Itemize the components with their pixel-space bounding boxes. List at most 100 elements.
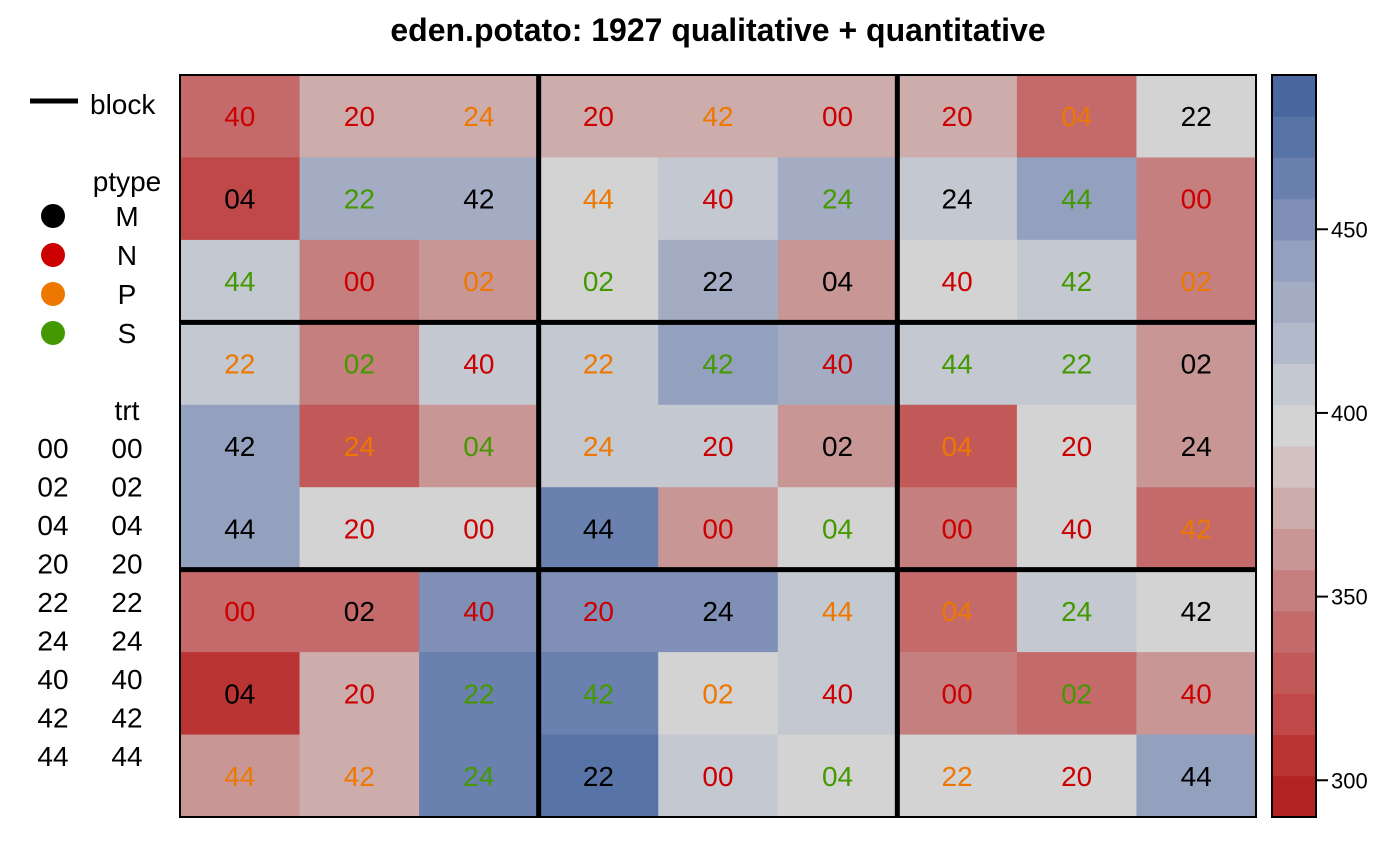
cell-label: 44 xyxy=(583,184,614,215)
cell-label: 04 xyxy=(1061,101,1092,132)
colorbar-bin xyxy=(1272,239,1316,282)
heatmap-cell xyxy=(180,487,301,571)
cell-label: 04 xyxy=(822,761,853,792)
cell-label: 02 xyxy=(344,596,375,627)
cell-label: 24 xyxy=(702,596,733,627)
heatmap-cell xyxy=(419,75,540,158)
cell-label: 44 xyxy=(224,266,255,297)
heatmap-cell xyxy=(897,75,1018,158)
heatmap-cell xyxy=(180,239,301,323)
cell-label: 44 xyxy=(1061,184,1092,215)
block-legend-label: block xyxy=(90,89,156,120)
heatmap-cell xyxy=(1136,569,1257,653)
cell-label: 44 xyxy=(942,349,973,380)
colorbar-bin xyxy=(1272,116,1316,158)
heatmap-cell xyxy=(299,569,420,653)
cell-label: 24 xyxy=(942,184,973,215)
colorbar-frame xyxy=(1271,74,1317,818)
cell-label: 02 xyxy=(1181,266,1212,297)
heatmap-cell xyxy=(1136,404,1257,488)
heatmap-cell xyxy=(1016,487,1137,571)
cell-label: 44 xyxy=(224,761,255,792)
heatmap-cell xyxy=(658,487,779,571)
colorbar-tick-label: 400 xyxy=(1331,401,1368,426)
heatmap-cell xyxy=(299,487,420,571)
heatmap-cell xyxy=(897,734,1018,818)
heatmap-cell xyxy=(658,239,779,323)
cell-label: 00 xyxy=(942,513,973,544)
heatmap-cell xyxy=(1136,75,1257,158)
heatmap-cell xyxy=(658,322,779,406)
cell-label: 42 xyxy=(583,678,614,709)
heatmap-cell xyxy=(658,404,779,488)
ptype-legend-title: ptype xyxy=(93,166,162,197)
cell-label: 04 xyxy=(942,431,973,462)
trt-legend-code: 24 xyxy=(37,626,68,657)
cell-label: 02 xyxy=(463,266,494,297)
heatmap-cell xyxy=(299,734,420,818)
trt-legend-code: 20 xyxy=(37,549,68,580)
cell-label: 42 xyxy=(463,184,494,215)
cell-label: 22 xyxy=(942,761,973,792)
trt-legend-code: 44 xyxy=(37,741,68,772)
cell-label: 44 xyxy=(224,513,255,544)
heatmap-cell xyxy=(897,487,1018,571)
heatmap-cell xyxy=(419,734,540,818)
cell-label: 02 xyxy=(344,349,375,380)
cell-label: 00 xyxy=(463,513,494,544)
heatmap-cell xyxy=(538,487,659,571)
cell-label: 24 xyxy=(344,431,375,462)
colorbar: 300 350 400 450 xyxy=(1271,74,1368,818)
heatmap-cell xyxy=(658,734,779,818)
heatmap-cell xyxy=(777,734,898,818)
trt-legend-label: 44 xyxy=(111,741,142,772)
cell-label: 00 xyxy=(822,101,853,132)
colorbar-bin xyxy=(1272,610,1316,653)
colorbar-bin xyxy=(1272,75,1316,117)
heatmap-cell xyxy=(897,569,1018,653)
cell-label: 40 xyxy=(1061,513,1092,544)
cell-label: 04 xyxy=(942,596,973,627)
block-boundaries xyxy=(179,74,1257,818)
cell-label: 20 xyxy=(942,101,973,132)
cell-label: 20 xyxy=(344,513,375,544)
cell-label: 20 xyxy=(583,596,614,627)
heatmap-cell xyxy=(180,75,301,158)
heatmap-cell xyxy=(658,75,779,158)
cell-label: 00 xyxy=(702,513,733,544)
cell-label: 40 xyxy=(463,349,494,380)
trt-legend-code: 22 xyxy=(37,587,68,618)
cell-labels: 40 20 24 20 42 00 20 04 22 04 22 42 44 40 24 24 44 00 44 00… xyxy=(224,101,1212,792)
cell-label: 42 xyxy=(1181,596,1212,627)
heatmap-cell xyxy=(419,652,540,736)
trt-legend-title: trt xyxy=(115,395,140,426)
cell-label: 44 xyxy=(822,596,853,627)
cell-label: 22 xyxy=(1061,349,1092,380)
heatmap-cell xyxy=(777,404,898,488)
heatmap-cell xyxy=(180,569,301,653)
heatmap-cell xyxy=(777,239,898,323)
heatmap-cell xyxy=(419,157,540,241)
plot-frame xyxy=(179,74,1257,818)
ptype-legend-swatch xyxy=(41,204,65,228)
colorbar-bin xyxy=(1272,198,1316,241)
chart-title: eden.potato: 1927 qualitative + quantita… xyxy=(390,12,1046,48)
cell-label: 44 xyxy=(583,513,614,544)
heatmap-cell xyxy=(538,569,659,653)
colorbar-bin xyxy=(1272,693,1316,736)
cell-label: 00 xyxy=(702,761,733,792)
trt-legend-code: 40 xyxy=(37,664,68,695)
cell-label: 02 xyxy=(583,266,614,297)
heatmap-cell xyxy=(1016,75,1137,158)
ptype-legend-swatch xyxy=(41,282,65,306)
heatmap-cell xyxy=(538,239,659,323)
heatmap-cell xyxy=(658,569,779,653)
cell-label: 42 xyxy=(1061,266,1092,297)
colorbar-bin xyxy=(1272,157,1316,200)
cell-label: 20 xyxy=(1061,431,1092,462)
cell-label: 02 xyxy=(702,678,733,709)
heatmap-cell xyxy=(1016,652,1137,736)
cell-label: 20 xyxy=(583,101,614,132)
cell-label: 22 xyxy=(463,678,494,709)
